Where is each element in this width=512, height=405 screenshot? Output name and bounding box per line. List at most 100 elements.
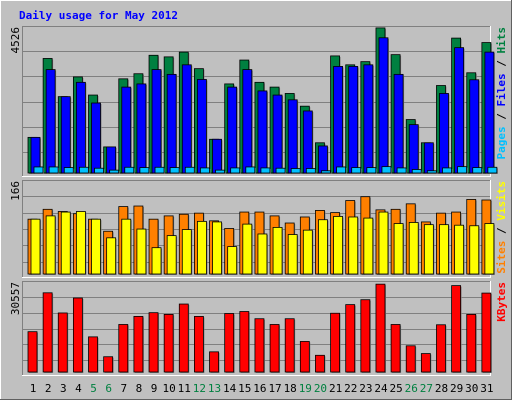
bar-sites-day-26 — [408, 222, 419, 275]
series-kbytes — [27, 283, 492, 373]
bar-pages-day-21 — [336, 166, 346, 174]
bar-kbytes-day-26 — [405, 345, 416, 373]
legend-part: KBytes — [495, 282, 508, 322]
x-tick-day-12: 12 — [193, 382, 206, 395]
bar-files-day-6 — [106, 146, 117, 174]
bar-kbytes-day-22 — [345, 304, 356, 373]
ymax-label: 30557 — [9, 282, 22, 315]
bar-kbytes-day-11 — [178, 303, 189, 373]
bar-kbytes-day-17 — [269, 324, 280, 373]
series-files — [30, 37, 495, 175]
bar-files-day-26 — [408, 124, 419, 174]
bar-kbytes-day-24 — [375, 283, 386, 373]
bar-sites-day-27 — [423, 224, 434, 275]
legend-part: / — [495, 221, 508, 241]
chart-title: Daily usage for May 2012 — [19, 9, 178, 22]
bar-kbytes-day-13 — [209, 351, 219, 373]
x-tick-day-4: 4 — [75, 382, 82, 395]
panel-legend-label: Sites / Visits — [495, 181, 508, 274]
x-tick-day-24: 24 — [374, 382, 388, 395]
bar-files-day-9 — [151, 69, 162, 174]
bar-files-day-7 — [121, 86, 132, 174]
ymax-label: 4526 — [9, 27, 22, 54]
bar-files-day-28 — [439, 93, 449, 174]
bar-files-day-12 — [197, 79, 207, 174]
x-tick-day-31: 31 — [480, 382, 493, 395]
panel-hits-files-pages: 4526 Pages / Files / Hits — [9, 26, 508, 177]
bar-pages-day-8 — [139, 167, 150, 174]
bar-sites-day-23 — [363, 217, 374, 275]
x-tick-day-28: 28 — [435, 382, 448, 395]
bar-sites-day-22 — [348, 216, 359, 275]
bar-sites-day-20 — [318, 219, 328, 275]
x-tick-day-23: 23 — [359, 382, 372, 395]
series-sites — [30, 211, 495, 275]
bar-files-day-29 — [454, 47, 465, 174]
x-tick-day-14: 14 — [223, 382, 237, 395]
bar-files-day-8 — [136, 83, 147, 174]
bar-kbytes-day-27 — [420, 353, 431, 373]
panel-legend-label: Pages / Files / Hits — [495, 27, 508, 160]
x-tick-day-21: 21 — [329, 382, 342, 395]
bar-pages-day-14 — [230, 167, 241, 174]
bar-sites-day-14 — [227, 246, 238, 275]
bar-sites-day-29 — [454, 224, 465, 275]
bar-kbytes-day-1 — [27, 331, 38, 373]
bar-pages-day-27 — [426, 170, 437, 174]
bar-pages-day-3 — [63, 167, 74, 174]
bar-files-day-24 — [378, 37, 389, 174]
legend-part: Hits — [495, 27, 508, 54]
x-tick-day-11: 11 — [178, 382, 191, 395]
x-tick-day-3: 3 — [60, 382, 67, 395]
x-tick-day-17: 17 — [268, 382, 281, 395]
bar-files-day-31 — [484, 51, 495, 174]
bar-kbytes-day-19 — [299, 341, 310, 373]
legend-part: / — [495, 107, 508, 127]
x-tick-day-1: 1 — [30, 382, 37, 395]
x-tick-day-16: 16 — [253, 382, 266, 395]
bar-files-day-18 — [287, 99, 298, 174]
bar-files-day-14 — [227, 86, 238, 174]
bar-files-day-25 — [393, 73, 404, 174]
bar-sites-day-1 — [30, 218, 41, 275]
bar-pages-day-19 — [305, 168, 316, 174]
bar-kbytes-day-3 — [57, 312, 68, 373]
legend-part: Pages — [495, 126, 508, 159]
bar-kbytes-day-16 — [254, 318, 265, 373]
x-tick-day-13: 13 — [208, 382, 221, 395]
bar-pages-day-15 — [245, 166, 256, 174]
bar-kbytes-day-14 — [224, 313, 235, 373]
bar-pages-day-4 — [78, 166, 89, 174]
bar-pages-day-30 — [472, 167, 483, 174]
bar-sites-day-25 — [393, 223, 404, 275]
bar-sites-day-2 — [45, 215, 56, 275]
bar-kbytes-day-4 — [72, 297, 83, 373]
bar-sites-day-17 — [272, 227, 283, 275]
bar-files-day-22 — [348, 66, 359, 174]
bar-sites-day-19 — [302, 229, 313, 275]
bar-pages-day-11 — [184, 166, 195, 174]
bar-kbytes-day-9 — [148, 312, 159, 373]
x-tick-day-18: 18 — [284, 382, 297, 395]
bar-files-day-3 — [60, 96, 71, 174]
series-pages — [33, 166, 498, 174]
x-tick-day-6: 6 — [105, 382, 112, 395]
bar-kbytes-day-23 — [360, 299, 371, 373]
bar-pages-day-1 — [33, 166, 44, 174]
bar-pages-day-13 — [215, 169, 225, 174]
bar-sites-day-9 — [151, 247, 162, 275]
bar-pages-day-6 — [109, 169, 120, 174]
bar-files-day-17 — [272, 94, 283, 174]
bar-kbytes-day-18 — [284, 318, 295, 373]
bar-files-day-27 — [423, 142, 434, 174]
bar-kbytes-day-21 — [330, 312, 340, 373]
bar-sites-day-15 — [242, 223, 253, 275]
bar-pages-day-24 — [381, 166, 392, 174]
x-tick-day-10: 10 — [163, 382, 176, 395]
bar-sites-day-7 — [121, 218, 132, 275]
panel-kbytes: 30557 KBytes — [9, 281, 508, 376]
bar-files-day-13 — [212, 138, 222, 174]
x-tick-day-7: 7 — [120, 382, 127, 395]
bar-kbytes-day-6 — [103, 356, 114, 373]
bar-pages-day-16 — [260, 167, 271, 174]
